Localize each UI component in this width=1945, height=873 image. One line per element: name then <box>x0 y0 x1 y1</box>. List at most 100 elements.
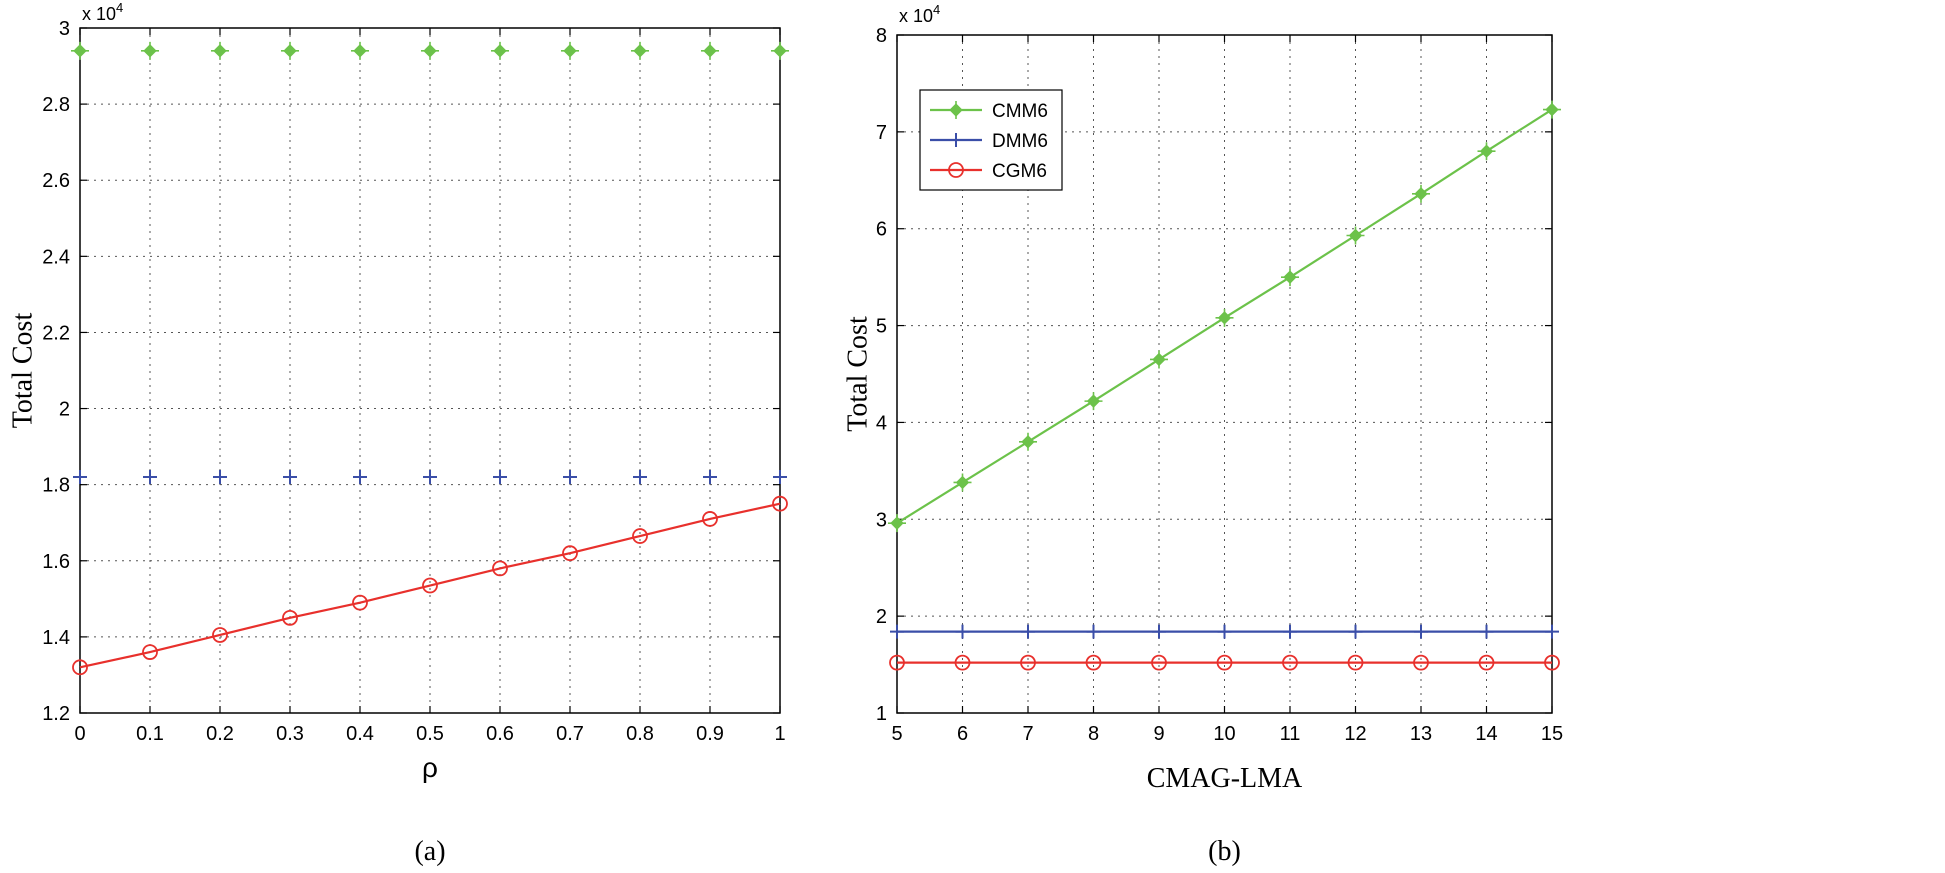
y-axis-ticks: 1 2 3 4 5 6 7 8 <box>876 25 1552 725</box>
legend-label: CGM6 <box>992 161 1047 182</box>
data-point <box>492 560 508 577</box>
y-tick-label: 6 <box>876 219 887 241</box>
data-point <box>212 627 228 643</box>
series-group <box>71 41 789 676</box>
data-point <box>1347 654 1364 671</box>
y-tick-label: 2.8 <box>42 94 70 116</box>
data-point <box>1478 654 1495 671</box>
data-point <box>888 514 906 533</box>
data-point <box>282 609 298 626</box>
data-point <box>1216 654 1233 671</box>
y-tick-label: 2.6 <box>42 170 70 192</box>
x-axis-label: ρ <box>422 752 438 783</box>
chart-panel-a: 0 0.1 0.2 0.3 0.4 0.5 0.6 0.7 0.8 0.9 1 1.21.41.61… <box>7 0 789 867</box>
data-point <box>954 654 971 671</box>
data-point <box>1152 624 1166 639</box>
data-point <box>955 624 970 639</box>
legend-entry-cmm6: CMM6 <box>930 101 1048 122</box>
y-tick-label: 1.4 <box>42 627 70 649</box>
data-point <box>423 470 437 485</box>
x-axis-ticks: 0 0.1 0.2 0.3 0.4 0.5 0.6 0.7 0.8 0.9 1 <box>74 28 786 745</box>
data-point <box>493 470 507 485</box>
legend: CMM6 DMM6 CGM6 <box>919 89 1063 191</box>
grid-lines <box>80 28 780 713</box>
data-point <box>1085 654 1102 671</box>
x-tick-label: 0.9 <box>696 723 724 745</box>
data-point <box>632 528 648 544</box>
legend-label: CMM6 <box>992 101 1048 122</box>
data-point <box>1086 624 1101 639</box>
y-tick-label: 1.8 <box>42 475 70 497</box>
legend-entry-dmm6: DMM6 <box>930 131 1048 152</box>
x-tick-label: 1 <box>774 723 785 745</box>
data-point <box>562 545 578 562</box>
y-tick-label: 5 <box>876 316 887 338</box>
data-point <box>73 470 87 485</box>
data-point <box>889 654 905 671</box>
y-axis-label: Total Cost <box>842 316 873 432</box>
series-group <box>888 100 1561 671</box>
data-point <box>1283 624 1297 639</box>
series-cgm6 <box>889 654 1560 671</box>
x-tick-label: 0.3 <box>276 723 304 745</box>
y-tick-label: 2 <box>59 399 70 421</box>
x-axis-label: CMAG-LMA <box>1147 763 1303 794</box>
data-point <box>211 41 229 60</box>
x-tick-label: 5 <box>891 723 902 745</box>
series-cmm6 <box>888 100 1561 533</box>
data-point <box>1217 624 1232 639</box>
y-tick-label: 3 <box>59 18 70 40</box>
data-point <box>1348 624 1363 639</box>
panel-caption: (a) <box>414 836 445 867</box>
y-tick-label: 4 <box>876 412 887 434</box>
y-tick-label: 2.2 <box>42 322 70 344</box>
data-point <box>1479 624 1494 639</box>
x-tick-label: 11 <box>1280 723 1301 745</box>
series-cgm6 <box>72 495 788 676</box>
series-dmm6 <box>73 470 787 485</box>
data-point <box>1414 624 1428 639</box>
data-point <box>703 470 717 485</box>
y-axis-ticks: 1.2 1.4 1.6 1.8 2 2.2 2.4 2.6 2.8 3 <box>42 18 780 725</box>
y-tick-label: 2 <box>876 606 887 628</box>
data-point <box>283 470 297 485</box>
x-tick-label: 0.4 <box>346 723 374 745</box>
y-tick-label: 7 <box>876 122 887 144</box>
data-point <box>1151 654 1167 671</box>
data-point <box>351 41 369 60</box>
data-point <box>771 41 789 60</box>
data-point <box>1346 226 1365 245</box>
data-point <box>773 470 787 485</box>
data-point <box>281 41 299 60</box>
x-tick-label: 0.1 <box>136 723 164 745</box>
x-tick-label: 0.5 <box>416 723 444 745</box>
x-tick-label: 0.7 <box>556 723 584 745</box>
legend-swatch-marker <box>949 133 963 147</box>
legend-swatch-marker <box>948 162 964 178</box>
data-point <box>890 624 904 639</box>
x-tick-label: 14 <box>1475 723 1497 745</box>
data-point <box>1215 308 1234 327</box>
data-point <box>1545 624 1559 639</box>
x-tick-label: 0.6 <box>486 723 514 745</box>
y-axis-exponent: x 104 <box>82 0 123 24</box>
data-point <box>1477 142 1496 161</box>
data-point <box>1150 350 1168 369</box>
legend-swatch-marker <box>947 101 965 119</box>
data-point <box>1281 268 1299 287</box>
data-point <box>1084 392 1103 411</box>
data-point <box>421 41 439 60</box>
x-tick-label: 6 <box>957 723 968 745</box>
data-point <box>352 594 368 611</box>
data-point <box>1019 432 1037 451</box>
data-point <box>561 41 579 60</box>
legend-label: DMM6 <box>992 131 1048 152</box>
panel-caption: (b) <box>1208 836 1241 867</box>
series-cmm6 <box>71 41 789 60</box>
data-point <box>1413 654 1429 671</box>
data-point <box>953 473 972 492</box>
x-tick-label: 0.2 <box>206 723 234 745</box>
data-point <box>631 41 649 60</box>
series-dmm6 <box>890 624 1559 639</box>
